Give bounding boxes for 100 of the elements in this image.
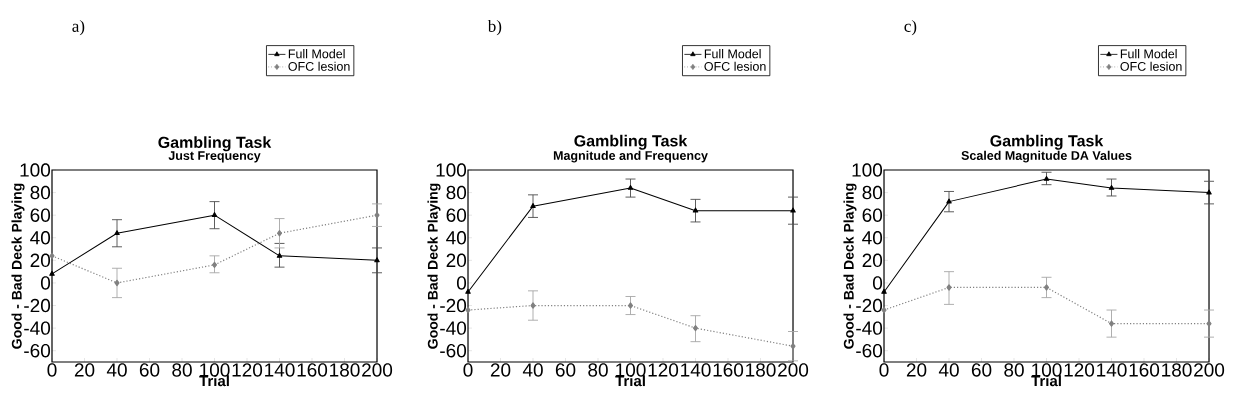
x-tick-label: 160 bbox=[297, 363, 328, 377]
x-tick-label: 20 bbox=[490, 363, 511, 377]
legend-label: OFC lesion bbox=[288, 61, 350, 71]
x-tick-label: 120 bbox=[1064, 363, 1095, 377]
legend-label: OFC lesion bbox=[1120, 61, 1182, 71]
y-tick-label: 20 bbox=[30, 253, 51, 268]
y-tick-label: -60 bbox=[24, 343, 51, 358]
text: c) bbox=[904, 19, 917, 36]
y-tick-label: 100 bbox=[20, 163, 51, 177]
text: b) bbox=[487, 19, 502, 36]
y-tick-label: 100 bbox=[436, 163, 467, 177]
y-tick-label: -20 bbox=[440, 298, 467, 313]
point bbox=[946, 284, 952, 291]
point bbox=[114, 279, 120, 287]
x-tick-label: 60 bbox=[555, 363, 576, 377]
point bbox=[1043, 284, 1050, 291]
point bbox=[211, 212, 218, 217]
y-axis-title: Good - Bad Deck Playing bbox=[843, 183, 857, 349]
x-tick-label: 40 bbox=[106, 363, 127, 377]
x-tick-label: 140 bbox=[681, 363, 711, 377]
x-tick-label: 80 bbox=[1004, 363, 1024, 377]
point bbox=[627, 302, 634, 309]
y-tick-label: 40 bbox=[862, 231, 883, 245]
y-tick-label: 60 bbox=[30, 208, 51, 222]
y-tick-label: 0 bbox=[872, 276, 883, 290]
x-tick-label: 120 bbox=[648, 363, 679, 377]
y-tick-label: 20 bbox=[862, 253, 883, 268]
legend-label: Full Model bbox=[704, 49, 761, 59]
y-tick-label: -40 bbox=[24, 321, 51, 335]
point bbox=[627, 184, 634, 190]
point bbox=[530, 203, 536, 208]
y-tick-label: -20 bbox=[856, 298, 883, 313]
point bbox=[211, 261, 218, 269]
y-tick-label: 80 bbox=[862, 185, 883, 200]
point bbox=[946, 198, 952, 204]
x-tick-label: 100 bbox=[616, 363, 646, 377]
chart-subtitle: Just Frequency bbox=[168, 151, 261, 163]
y-tick-label: 20 bbox=[446, 253, 467, 268]
point bbox=[1108, 320, 1115, 327]
y-tick-label: 0 bbox=[40, 276, 51, 290]
point bbox=[465, 288, 471, 294]
y-tick-label: -40 bbox=[856, 321, 883, 335]
point bbox=[114, 230, 120, 236]
point bbox=[276, 230, 283, 237]
text: a) bbox=[72, 19, 85, 36]
point bbox=[790, 207, 796, 213]
y-tick-label: 60 bbox=[446, 208, 467, 222]
y-tick-label: -60 bbox=[440, 343, 467, 358]
chart-title: Gambling Task bbox=[990, 134, 1104, 150]
x-tick-label: 180 bbox=[330, 363, 360, 377]
x-tick-label: 120 bbox=[232, 363, 263, 377]
point bbox=[692, 207, 699, 213]
x-tick-label: 180 bbox=[746, 363, 776, 377]
x-axis-title: Trial bbox=[199, 375, 229, 387]
point bbox=[1206, 320, 1212, 327]
x-tick-label: 180 bbox=[1162, 363, 1192, 377]
chart-title: Gambling Task bbox=[574, 134, 688, 150]
x-tick-label: 40 bbox=[522, 363, 543, 377]
x-tick-label: 80 bbox=[172, 363, 192, 377]
x-tick-label: 100 bbox=[1032, 363, 1062, 377]
x-tick-label: 80 bbox=[588, 363, 608, 377]
y-tick-label: -20 bbox=[24, 298, 51, 313]
y-tick-label: 40 bbox=[30, 231, 51, 245]
legend-label: Full Model bbox=[288, 49, 345, 59]
x-tick-label: 20 bbox=[74, 363, 95, 377]
chart-subtitle: Scaled Magnitude DA Values bbox=[961, 150, 1132, 163]
point bbox=[530, 302, 536, 309]
y-tick-label: 40 bbox=[446, 231, 467, 245]
x-tick-label: 200 bbox=[1194, 363, 1225, 377]
point bbox=[881, 288, 887, 294]
x-tick-label: 140 bbox=[1097, 363, 1127, 377]
y-tick-label: 80 bbox=[30, 185, 51, 200]
x-axis-title: Trial bbox=[615, 375, 645, 387]
legend-label: Full Model bbox=[1120, 49, 1177, 59]
y-tick-label: -60 bbox=[856, 343, 883, 358]
point bbox=[1206, 189, 1212, 195]
point bbox=[49, 270, 55, 276]
x-tick-label: 100 bbox=[200, 363, 230, 377]
legend-label: OFC lesion bbox=[704, 61, 766, 71]
x-tick-label: 160 bbox=[1129, 363, 1160, 377]
y-tick-label: -40 bbox=[440, 321, 467, 335]
x-tick-label: 60 bbox=[971, 363, 992, 377]
x-tick-label: 200 bbox=[778, 363, 809, 377]
point bbox=[374, 257, 380, 263]
chart-subtitle: Magnitude and Frequency bbox=[553, 150, 708, 163]
x-axis-title: Trial bbox=[1031, 375, 1061, 387]
x-tick-label: 40 bbox=[938, 363, 959, 377]
y-tick-label: 100 bbox=[852, 163, 883, 177]
point bbox=[1043, 175, 1050, 181]
x-tick-label: 200 bbox=[362, 363, 393, 377]
chart-title: Gambling Task bbox=[158, 136, 272, 152]
x-tick-label: 140 bbox=[265, 363, 295, 377]
y-tick-label: 0 bbox=[456, 276, 467, 290]
y-axis-title: Good - Bad Deck Playing bbox=[11, 183, 25, 349]
x-tick-label: 20 bbox=[906, 363, 927, 377]
x-tick-label: 160 bbox=[713, 363, 744, 377]
x-tick-label: 60 bbox=[139, 363, 160, 377]
point bbox=[1108, 184, 1115, 190]
y-tick-label: 80 bbox=[446, 185, 467, 200]
y-tick-label: 60 bbox=[862, 208, 883, 222]
